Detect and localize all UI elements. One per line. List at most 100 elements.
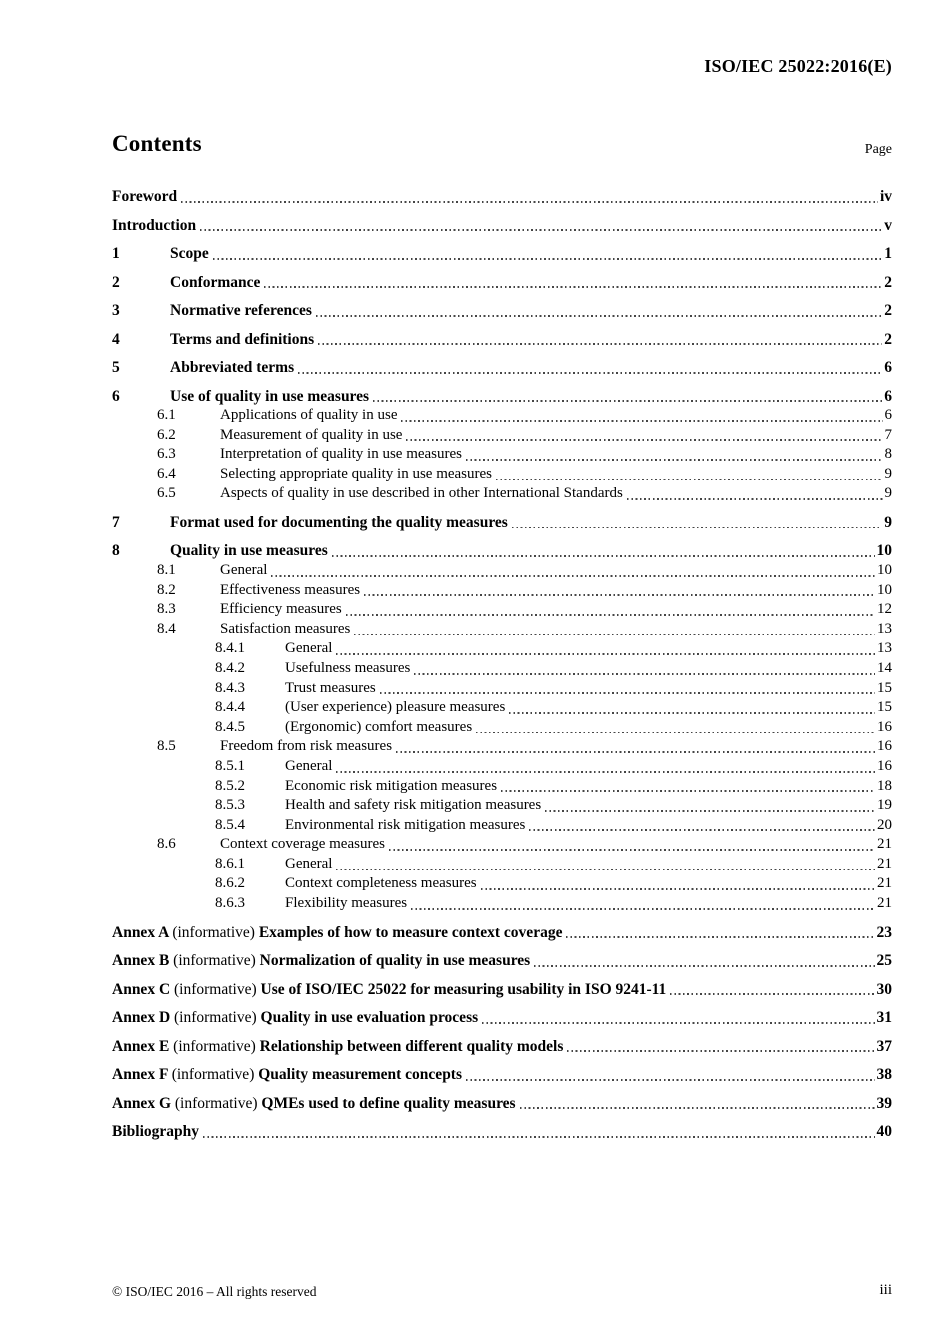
toc-entry-title: Foreword — [112, 188, 178, 205]
toc-row: 8.6.3 Flexibility measures 21 — [112, 894, 892, 914]
toc-entry-title: Flexibility measures — [285, 895, 408, 912]
toc-entry-title: Interpretation of quality in use measure… — [220, 446, 463, 463]
toc-entry-number: 5 — [112, 359, 120, 376]
toc-entry-page: 12 — [877, 601, 892, 618]
toc-entry-number: 6 — [112, 387, 120, 405]
toc-row: 1 Scope 1 — [112, 244, 892, 264]
toc-annex-title: QMEs used to define quality measures — [261, 1094, 516, 1112]
toc-row: Annex G (informative) QMEs used to defin… — [112, 1094, 892, 1114]
toc-row: 7 Format used for documenting the quality… — [112, 513, 892, 533]
toc-row: 8.5 Freedom from risk measures 16 — [112, 737, 892, 757]
toc-dot-leader — [388, 835, 876, 855]
toc-dot-leader — [501, 777, 875, 797]
toc-row: 8.6.1 General 21 — [112, 855, 892, 875]
toc-row: Annex F (informative) Quality measuremen… — [112, 1065, 892, 1085]
toc-row: 6.2 Measurement of quality in use 7 — [112, 426, 892, 446]
toc-dot-leader — [203, 1122, 875, 1142]
toc-entry-page: 18 — [877, 777, 892, 794]
toc-entry-page: 19 — [877, 797, 892, 814]
toc-row: Annex C (informative) Use of ISO/IEC 250… — [112, 980, 892, 1000]
toc-dot-leader — [181, 187, 878, 207]
toc-entry-number: 8.4.4 — [215, 699, 245, 716]
toc-entry-page: 2 — [884, 330, 892, 348]
toc-entry-number: 8.6 — [157, 836, 176, 853]
toc-row: 6.1 Applications of quality in use 6 — [112, 406, 892, 426]
toc-dot-leader — [318, 330, 883, 350]
toc-entry-page: 21 — [877, 895, 892, 912]
toc-entry-title: Environmental risk mitigation measures — [285, 816, 526, 833]
toc-row: 8.4.5 (Ergonomic) comfort measures 16 — [112, 718, 892, 738]
toc-row: 3 Normative references 2 — [112, 301, 892, 321]
toc-entry-title: Annex C (informative) Use of ISO/IEC 250… — [112, 980, 666, 1000]
toc-dot-leader — [496, 465, 883, 485]
toc-entry-page: 21 — [877, 836, 892, 853]
toc-row: 8.3 Efficiency measures 12 — [112, 600, 892, 620]
toc-entry-title: Quality in use measures — [170, 542, 328, 560]
toc-entry-number: 8.4.2 — [215, 659, 245, 676]
toc-entry-page: 7 — [884, 426, 893, 443]
toc-annex-qualifier: (informative) — [173, 1037, 256, 1055]
toc-annex-qualifier: (informative) — [174, 1009, 257, 1027]
toc-row: 8.4.1 General 13 — [112, 639, 892, 659]
toc-annex-title: Quality in use evaluation process — [260, 1009, 479, 1027]
toc-entry-title: Terms and definitions — [170, 330, 315, 348]
toc-entry-page: 2 — [884, 302, 892, 319]
toc-dot-leader — [373, 387, 883, 407]
toc-row: 6 Use of quality in use measures 6 — [112, 387, 892, 407]
toc-entry-page: 39 — [876, 1094, 893, 1112]
toc-entry-page: 8 — [884, 446, 893, 463]
toc-dot-leader — [566, 923, 875, 943]
toc-row: 8.4 Satisfaction measures 13 — [112, 620, 892, 640]
toc-entry-title: Conformance — [170, 273, 261, 291]
toc-entry-page: 15 — [877, 679, 892, 696]
toc-row: 2 Conformance 2 — [112, 273, 892, 293]
toc-entry-number: 6.1 — [157, 407, 176, 423]
toc-row: 8.5.3 Health and safety risk mitigation m… — [112, 796, 892, 816]
toc-row: Introduction v — [112, 216, 892, 236]
toc-dot-leader — [315, 301, 883, 321]
toc-entry-title: Annex E (informative) Relationship betwe… — [112, 1037, 563, 1057]
toc-row: Annex E (informative) Relationship betwe… — [112, 1037, 892, 1057]
toc-entry-title: Introduction — [112, 216, 197, 234]
toc-entry-number: 8 — [112, 542, 120, 560]
toc-entry-page: 31 — [876, 1009, 893, 1027]
toc-entry-page: 10 — [877, 581, 892, 598]
toc-entry-title: General — [220, 561, 268, 578]
toc-dot-leader — [336, 757, 875, 777]
toc-annex-title: Examples of how to measure context cover… — [258, 923, 563, 941]
toc-annex-title: Use of ISO/IEC 25022 for measuring usabi… — [260, 980, 667, 998]
toc-entry-number: 8.6.1 — [215, 855, 245, 872]
toc-row: 8.5.1 General 16 — [112, 757, 892, 777]
toc-entry-number: 8.5.2 — [215, 777, 245, 794]
toc-entry-number: 6.3 — [157, 446, 176, 463]
toc-dot-leader — [476, 718, 875, 738]
toc-dot-leader — [670, 980, 875, 1000]
toc-entry-title: Aspects of quality in use described in o… — [220, 485, 623, 502]
toc-entry-number: 8.5.4 — [215, 816, 245, 833]
toc-row: Annex D (informative) Quality in use eva… — [112, 1008, 892, 1028]
toc-entry-page: 10 — [877, 561, 892, 578]
toc-entry-number: 8.2 — [157, 581, 176, 598]
toc-entry-number: 7 — [112, 513, 120, 531]
toc-dot-leader — [534, 951, 875, 971]
toc-annex-label: Annex G — [112, 1094, 171, 1112]
table-of-contents: Foreword iv Introduction v 1 Scope 1 2 Conforman… — [112, 187, 892, 1142]
toc-annex-label: Annex D — [112, 1009, 171, 1027]
header-document-reference: ISO/IEC 25022:2016(E) — [704, 56, 892, 76]
toc-entry-page: 13 — [877, 620, 892, 637]
toc-entry-title: Applications of quality in use — [220, 407, 398, 423]
toc-entry-page: 15 — [877, 699, 892, 716]
toc-row: 5 Abbreviated terms 6 — [112, 358, 892, 378]
toc-dot-leader — [298, 358, 883, 378]
toc-entry-page: 16 — [877, 757, 892, 774]
toc-entry-title: (User experience) pleasure measures — [285, 699, 506, 716]
toc-row: 8.6 Context coverage measures 21 — [112, 835, 892, 855]
toc-entry-number: 8.1 — [157, 561, 176, 578]
toc-entry-title: General — [285, 757, 333, 774]
toc-entry-page: 25 — [876, 952, 893, 970]
toc-entry-page: 23 — [876, 923, 893, 941]
toc-entry-title: Normative references — [170, 302, 312, 319]
toc-dot-leader — [345, 600, 876, 620]
toc-entry-title: Economic risk mitigation measures — [285, 777, 498, 794]
